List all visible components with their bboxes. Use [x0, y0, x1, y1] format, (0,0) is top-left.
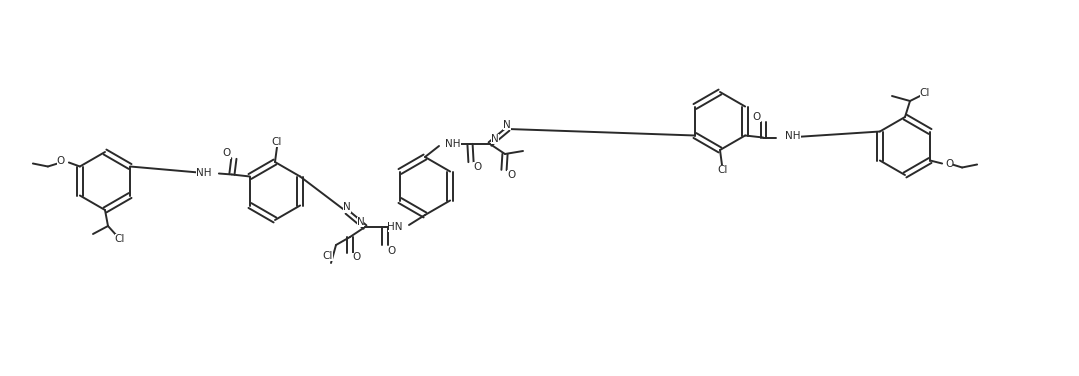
Text: Cl: Cl [718, 165, 728, 175]
Text: N: N [357, 217, 365, 227]
Text: Cl: Cl [919, 88, 930, 98]
Text: NH: NH [445, 139, 461, 149]
Text: Cl: Cl [323, 251, 333, 261]
Text: HN: HN [387, 222, 402, 232]
Text: O: O [507, 170, 516, 179]
Text: N: N [343, 203, 351, 212]
Text: NH: NH [196, 168, 211, 178]
Text: NH: NH [786, 131, 801, 141]
Text: Cl: Cl [114, 234, 125, 244]
Text: N: N [503, 120, 510, 129]
Text: N: N [491, 134, 498, 144]
Text: Cl: Cl [272, 137, 283, 147]
Text: O: O [752, 112, 761, 121]
Text: O: O [945, 159, 954, 168]
Text: O: O [222, 149, 231, 159]
Text: O: O [353, 253, 360, 262]
Text: O: O [474, 162, 481, 172]
Text: O: O [56, 156, 65, 167]
Text: O: O [387, 246, 396, 256]
